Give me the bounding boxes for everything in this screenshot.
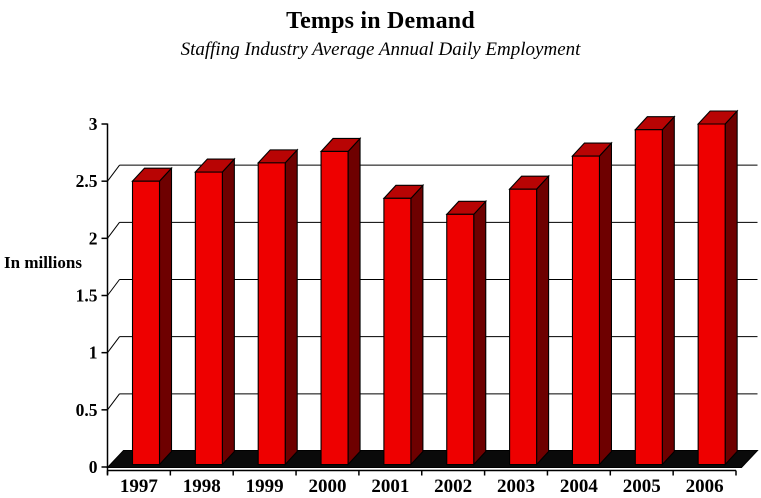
x-category-label: 1997 [120,476,159,497]
y-tick-label: 2 [89,228,98,248]
bar-2003 [508,174,550,466]
depth-connector [107,164,120,182]
bar-front-face [634,129,663,466]
bar-2002 [445,199,488,466]
bar-side-face [598,141,613,466]
bar-side-face [473,199,487,466]
bar-front-face [257,162,286,466]
depth-connector [107,279,120,296]
bar-front-face [320,150,349,466]
bar-front-face [446,213,475,466]
bar-2005 [634,115,676,466]
x-category-label: 2004 [560,476,599,497]
x-category-label: 2001 [371,476,409,497]
bar-1999 [256,148,299,466]
bar-side-face [410,183,424,466]
bar-side-face [284,148,298,466]
bar-2000 [319,137,362,466]
bar-2006 [696,109,739,466]
y-tick-label: 1 [89,343,98,363]
x-category-label: 1998 [183,476,221,497]
bar-front-face [697,123,726,466]
y-tick-label: 2.5 [76,171,98,191]
bar-side-face [158,166,173,466]
depth-connector [107,336,120,353]
y-tick-label: 3 [89,114,98,134]
bar-front-face [383,197,412,466]
chart-subtitle: Staffing Industry Average Annual Daily E… [180,39,581,60]
x-category-label: 1999 [246,476,284,497]
x-category-label: 2006 [686,476,724,497]
y-tick-label: 0.5 [76,400,98,420]
chart-title: Temps in Demand [286,8,475,34]
bar-side-face [347,137,361,466]
bar-side-face [536,174,550,466]
bar-2004 [571,141,613,466]
bar-side-face [221,157,235,466]
bar-side-face [661,115,675,466]
x-category-label: 2000 [308,476,346,497]
x-category-label: 2002 [434,476,472,497]
bar-2001 [382,183,425,466]
bar-front-face [131,180,161,466]
bar-side-face [724,109,738,466]
x-category-label: 2003 [497,476,535,497]
y-tick-label: 1.5 [76,286,98,306]
depth-connector [107,393,120,411]
bar-front-face [509,188,538,466]
y-axis-label: In millions [4,253,82,272]
x-category-label: 2005 [623,476,661,497]
bar-1998 [194,157,236,466]
y-tick-label: 0 [89,457,98,477]
bar-front-face [571,155,601,466]
bar-front-face [194,171,223,466]
bar-1997 [131,166,173,466]
depth-connector [107,222,120,239]
